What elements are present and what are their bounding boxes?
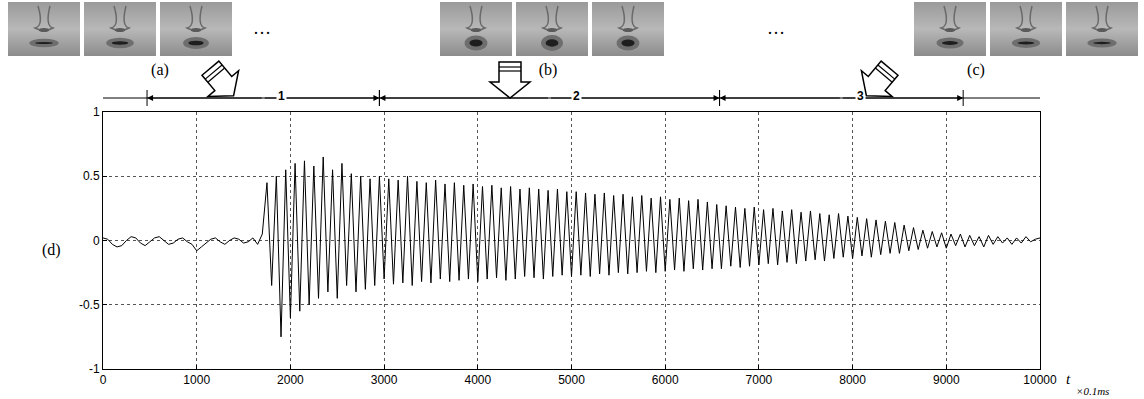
svg-text:3: 3: [857, 89, 864, 103]
svg-text:…: …: [767, 18, 785, 38]
svg-text:5000: 5000: [558, 373, 585, 387]
svg-text:(c): (c): [967, 61, 985, 79]
svg-text:-0.5: -0.5: [79, 298, 100, 312]
svg-text:t: t: [1066, 371, 1071, 387]
svg-text:-1: -1: [89, 362, 100, 376]
svg-text:(a): (a): [151, 61, 169, 79]
svg-text:…: …: [253, 18, 271, 38]
svg-text:(b): (b): [539, 61, 558, 79]
svg-text:1: 1: [278, 89, 285, 103]
svg-text:8000: 8000: [839, 373, 866, 387]
svg-text:×0.1ms: ×0.1ms: [1076, 385, 1109, 397]
svg-text:6000: 6000: [652, 373, 679, 387]
svg-text:1000: 1000: [183, 373, 210, 387]
svg-text:9000: 9000: [933, 373, 960, 387]
svg-text:0.5: 0.5: [83, 169, 100, 183]
svg-text:0: 0: [93, 234, 100, 248]
svg-text:3000: 3000: [371, 373, 398, 387]
svg-text:7000: 7000: [746, 373, 773, 387]
svg-text:2: 2: [573, 89, 580, 103]
svg-text:1: 1: [93, 105, 100, 119]
svg-text:2000: 2000: [277, 373, 304, 387]
svg-text:0: 0: [100, 373, 107, 387]
svg-text:10000: 10000: [1023, 373, 1057, 387]
svg-text:(d): (d): [42, 241, 61, 259]
svg-text:4000: 4000: [464, 373, 491, 387]
